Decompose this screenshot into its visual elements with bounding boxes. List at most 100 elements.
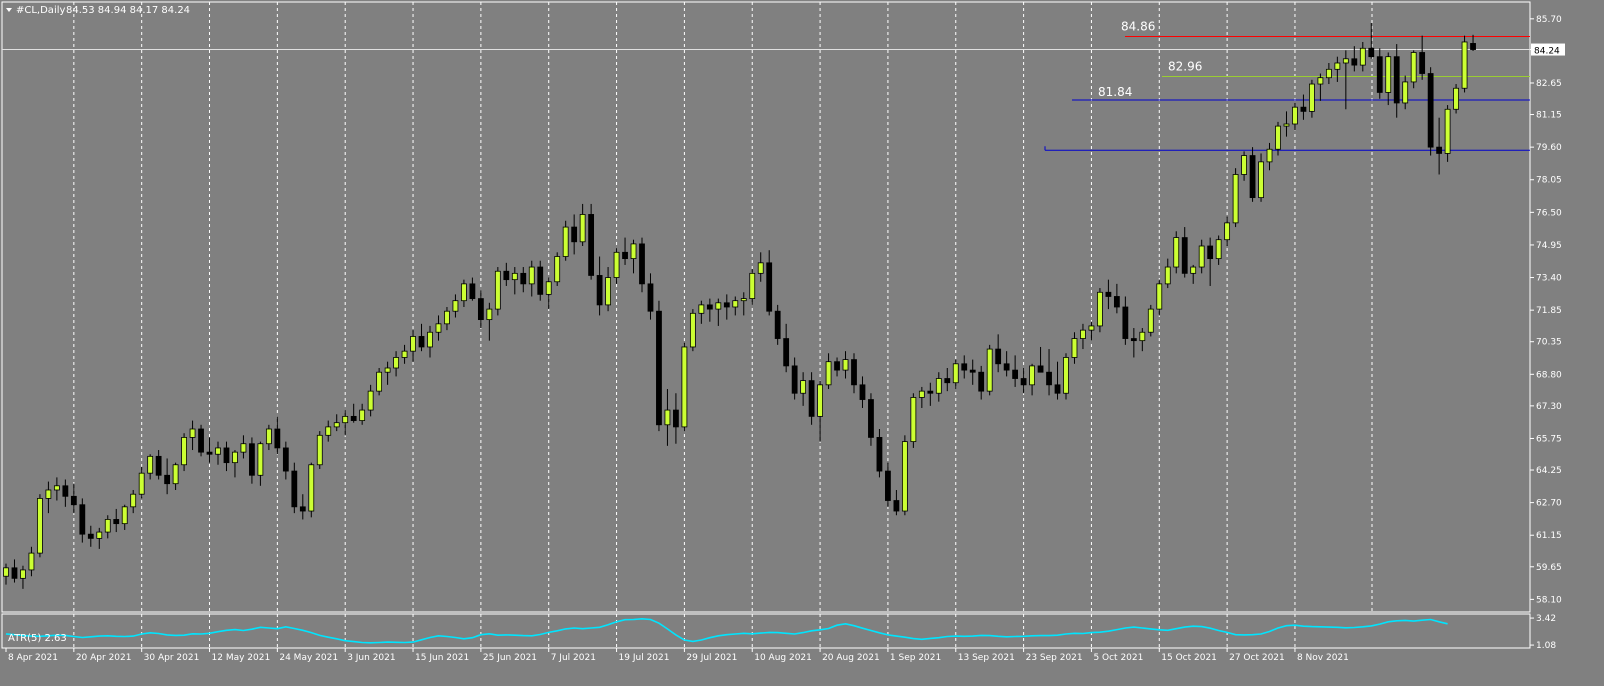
candle[interactable] — [1198, 239, 1205, 274]
candle[interactable] — [757, 252, 764, 282]
candle[interactable] — [308, 462, 315, 518]
candle[interactable] — [461, 279, 467, 307]
candle[interactable] — [545, 277, 552, 310]
candle[interactable] — [834, 357, 840, 377]
candle[interactable] — [113, 508, 120, 533]
candle[interactable] — [1385, 52, 1392, 106]
candle[interactable] — [1181, 227, 1188, 278]
candle[interactable] — [87, 525, 94, 547]
candle[interactable] — [1275, 121, 1281, 156]
candle[interactable] — [537, 260, 544, 301]
candle[interactable] — [333, 414, 340, 432]
candle[interactable] — [885, 462, 891, 507]
candle[interactable] — [384, 361, 391, 385]
candle[interactable] — [172, 462, 179, 490]
candle[interactable] — [299, 494, 306, 520]
candle[interactable] — [1436, 117, 1443, 175]
candle[interactable] — [1351, 46, 1358, 72]
candle[interactable] — [1063, 353, 1069, 400]
candle[interactable] — [1258, 153, 1264, 202]
candle[interactable] — [520, 267, 527, 293]
candle[interactable] — [11, 559, 18, 583]
candle[interactable] — [935, 372, 942, 402]
candle[interactable] — [918, 386, 925, 408]
candle[interactable] — [121, 504, 128, 530]
candle[interactable] — [969, 359, 976, 385]
candle[interactable] — [1359, 41, 1366, 72]
candle[interactable] — [901, 435, 908, 516]
candle[interactable] — [401, 344, 408, 364]
candle[interactable] — [579, 203, 586, 246]
candle[interactable] — [37, 494, 43, 558]
candle[interactable] — [1283, 111, 1290, 137]
candle[interactable] — [418, 323, 425, 352]
candle[interactable] — [325, 420, 332, 442]
candle[interactable] — [774, 304, 781, 345]
candle[interactable] — [155, 450, 162, 480]
candle[interactable] — [673, 393, 679, 444]
candle[interactable] — [291, 462, 298, 514]
candle[interactable] — [1368, 23, 1375, 59]
candle[interactable] — [282, 441, 289, 480]
candle[interactable] — [1325, 63, 1332, 85]
candle[interactable] — [715, 298, 722, 326]
candle[interactable] — [944, 368, 951, 392]
candle[interactable] — [1334, 56, 1341, 82]
candle[interactable] — [181, 433, 187, 472]
candle[interactable] — [1071, 332, 1078, 364]
candle[interactable] — [1012, 355, 1019, 387]
candle[interactable] — [511, 267, 518, 295]
candle[interactable] — [1376, 48, 1383, 99]
candle[interactable] — [147, 454, 154, 480]
candle[interactable] — [1020, 368, 1027, 394]
candle[interactable] — [1342, 50, 1349, 110]
candle[interactable] — [825, 353, 832, 390]
candle[interactable] — [240, 435, 247, 459]
candle[interactable] — [740, 292, 747, 316]
candle[interactable] — [1088, 321, 1095, 341]
candle[interactable] — [1266, 142, 1273, 171]
candle[interactable] — [1292, 102, 1298, 131]
candle[interactable] — [605, 267, 611, 312]
candle[interactable] — [1207, 237, 1214, 286]
candle[interactable] — [732, 296, 739, 316]
candle[interactable] — [927, 382, 934, 406]
candle[interactable] — [986, 344, 993, 396]
candle[interactable] — [893, 490, 900, 516]
candle[interactable] — [630, 239, 637, 274]
candle[interactable] — [1317, 73, 1324, 101]
candle[interactable] — [859, 376, 866, 408]
candle[interactable] — [910, 393, 917, 448]
candle[interactable] — [876, 429, 883, 478]
candle[interactable] — [274, 416, 281, 455]
candle[interactable] — [249, 437, 255, 484]
candle[interactable] — [1190, 264, 1197, 284]
candle[interactable] — [1427, 67, 1434, 156]
candle[interactable] — [20, 565, 26, 589]
candle[interactable] — [189, 420, 196, 451]
candle[interactable] — [53, 477, 60, 501]
candle[interactable] — [130, 490, 137, 514]
candle[interactable] — [571, 214, 578, 255]
candle[interactable] — [198, 424, 204, 457]
candle[interactable] — [1139, 328, 1146, 352]
candle[interactable] — [1453, 84, 1459, 114]
candle[interactable] — [1173, 231, 1180, 274]
candle[interactable] — [766, 250, 773, 316]
candle[interactable] — [588, 203, 595, 280]
candle[interactable] — [1215, 235, 1222, 265]
candle[interactable] — [503, 262, 510, 286]
candle[interactable] — [164, 458, 171, 495]
candle[interactable] — [3, 563, 9, 585]
candle[interactable] — [265, 424, 272, 451]
candle[interactable] — [851, 353, 857, 394]
candle[interactable] — [1122, 296, 1129, 345]
candle[interactable] — [1037, 346, 1044, 373]
candle[interactable] — [842, 351, 849, 379]
candle[interactable] — [477, 290, 484, 329]
candle[interactable] — [681, 342, 688, 432]
candle[interactable] — [808, 372, 815, 425]
candle[interactable] — [749, 269, 756, 305]
